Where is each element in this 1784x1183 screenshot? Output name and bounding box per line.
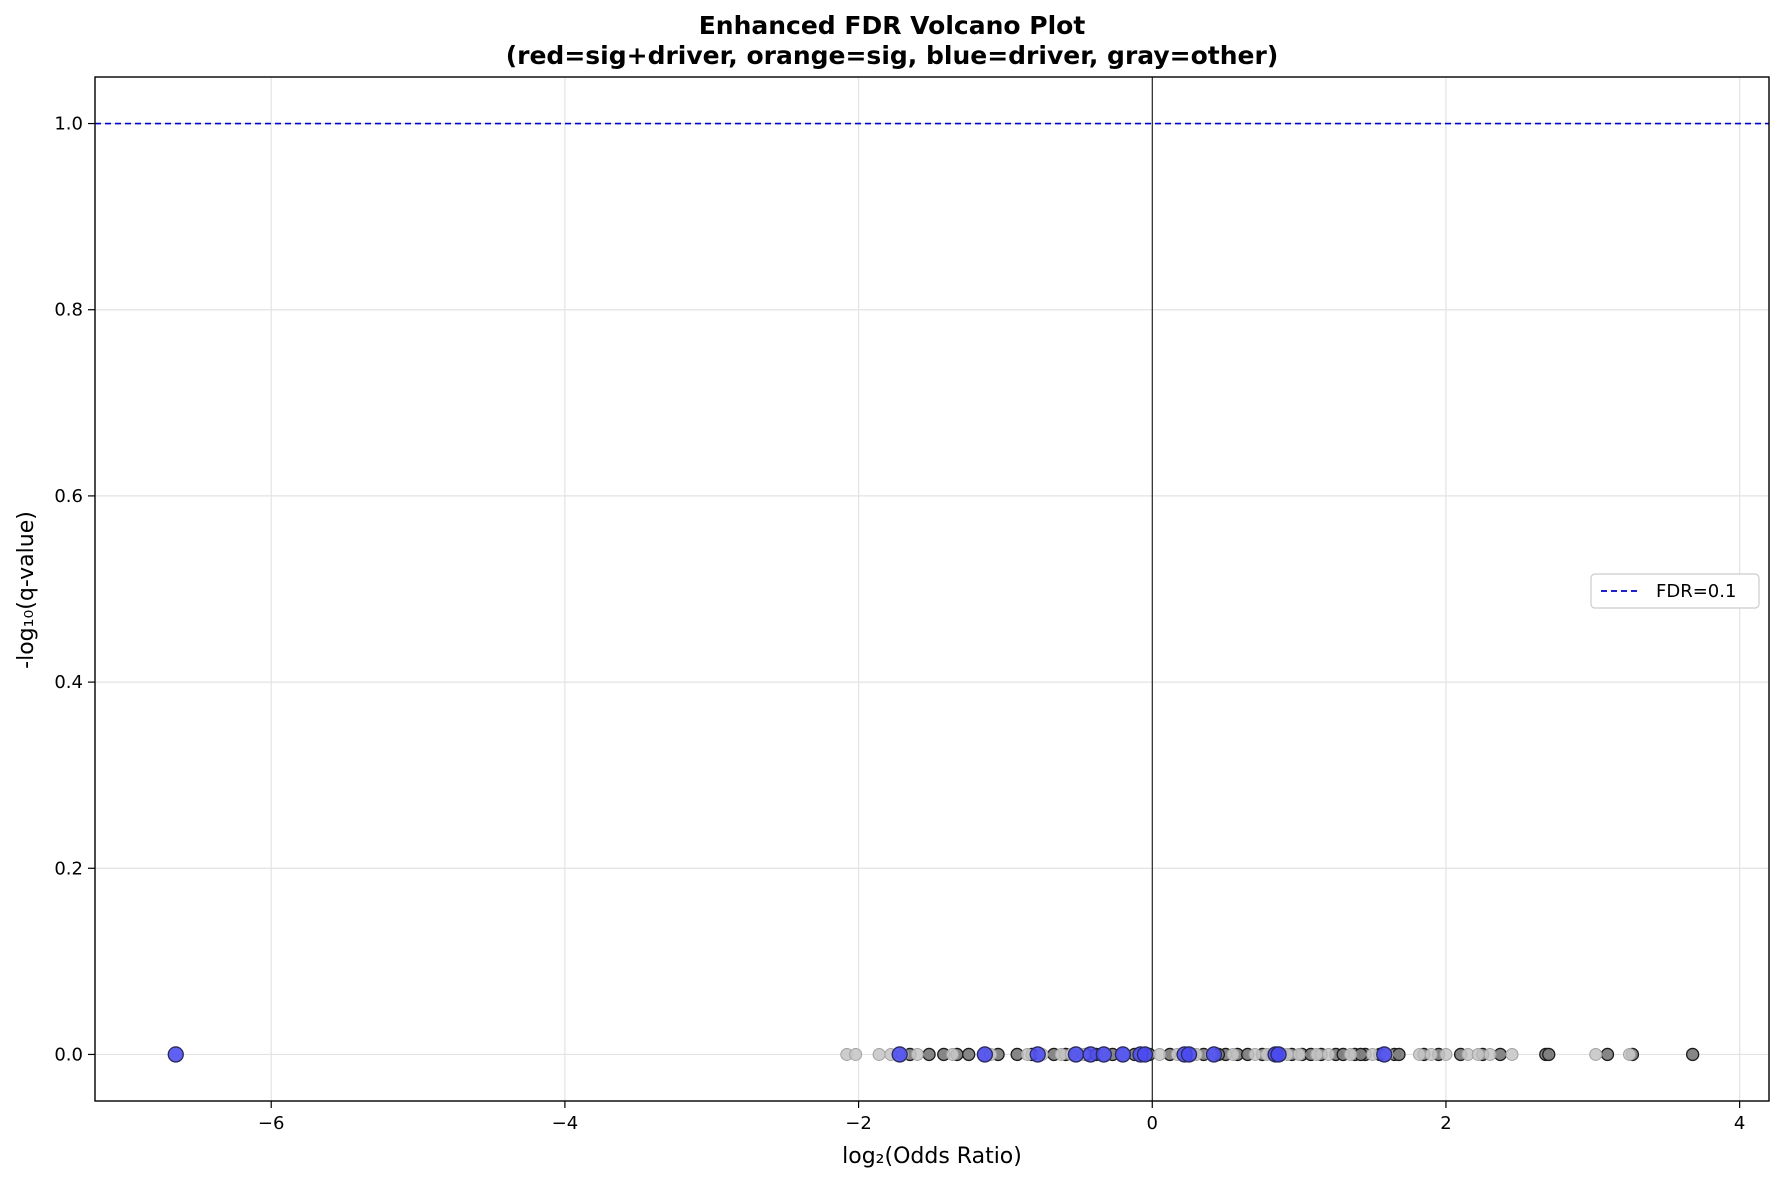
data-point-other: [1392, 1047, 1406, 1062]
data-point-other_light: [1623, 1047, 1636, 1061]
scatter-points: [167, 1046, 1700, 1063]
y-tick-label: 1.0: [54, 114, 83, 135]
legend: FDR=0.1: [1590, 573, 1760, 609]
data-point-other_light: [1248, 1047, 1262, 1061]
x-tick-label: 4: [1734, 1113, 1745, 1134]
data-point-driver: [891, 1046, 908, 1063]
data-point-other_light: [1344, 1047, 1357, 1061]
data-point-driver: [1376, 1046, 1393, 1063]
data-point-driver: [1095, 1046, 1112, 1063]
x-tick-label: −2: [845, 1113, 872, 1134]
legend-box: [1590, 573, 1760, 609]
data-point-other_light: [1589, 1047, 1603, 1061]
chart-title: Enhanced FDR Volcano Plot: [699, 11, 1086, 40]
x-tick-label: −6: [258, 1113, 285, 1134]
reference-lines: [95, 77, 1769, 1101]
data-point-other: [1542, 1047, 1556, 1062]
data-point-other_light: [1310, 1047, 1324, 1061]
y-tick-label: 0.8: [54, 300, 83, 321]
data-point-other: [1685, 1047, 1700, 1062]
data-point-other_light: [872, 1047, 886, 1061]
plot-frame: [94, 76, 1770, 1102]
data-point-driver: [1067, 1046, 1085, 1063]
data-point-other: [962, 1047, 976, 1062]
data-point-other_light: [1153, 1047, 1167, 1061]
x-tick-label: −4: [552, 1113, 579, 1134]
data-point-other_light: [910, 1047, 924, 1061]
data-point-driver: [1205, 1046, 1223, 1063]
data-point-other_light: [1505, 1047, 1519, 1061]
data-point-other_light: [849, 1047, 863, 1061]
data-point-other_light: [1471, 1047, 1485, 1061]
y-tick-label: 0.4: [54, 672, 83, 693]
legend-label-fdr: FDR=0.1: [1656, 581, 1736, 602]
y-axis-label: -log₁₀(q-value): [14, 511, 39, 669]
data-point-other_light: [1483, 1047, 1497, 1061]
y-tick-label: 0.6: [54, 486, 83, 507]
data-point-other_light: [1424, 1047, 1438, 1061]
data-point-driver: [167, 1046, 184, 1063]
data-point-other: [922, 1047, 936, 1062]
data-point-driver: [1180, 1046, 1198, 1063]
chart-subtitle: (red=sig+driver, orange=sig, blue=driver…: [506, 41, 1279, 70]
data-point-driver: [1029, 1046, 1046, 1063]
data-point-other_light: [1292, 1047, 1306, 1061]
data-point-driver: [976, 1046, 994, 1063]
axis-ticks: −6 −4 −2 0 2 4 0.0 0.2 0.4 0.6 0.8 1.0: [54, 114, 1745, 1134]
x-axis-label: log₂(Odds Ratio): [842, 1144, 1022, 1169]
data-point-other: [1600, 1047, 1615, 1062]
y-tick-label: 0.0: [54, 1044, 83, 1065]
data-point-driver: [1114, 1046, 1132, 1063]
y-tick-label: 0.2: [54, 858, 83, 879]
data-point-other_light: [1321, 1047, 1335, 1061]
data-point-driver: [1270, 1046, 1287, 1063]
data-point-other_light: [946, 1047, 960, 1061]
data-point-driver: [1136, 1046, 1154, 1063]
data-point-other_light: [1226, 1047, 1240, 1061]
x-tick-label: 0: [1147, 1113, 1158, 1134]
data-point-other_light: [1413, 1047, 1427, 1061]
x-tick-label: 2: [1440, 1113, 1451, 1134]
data-point-other_light: [1439, 1047, 1453, 1061]
